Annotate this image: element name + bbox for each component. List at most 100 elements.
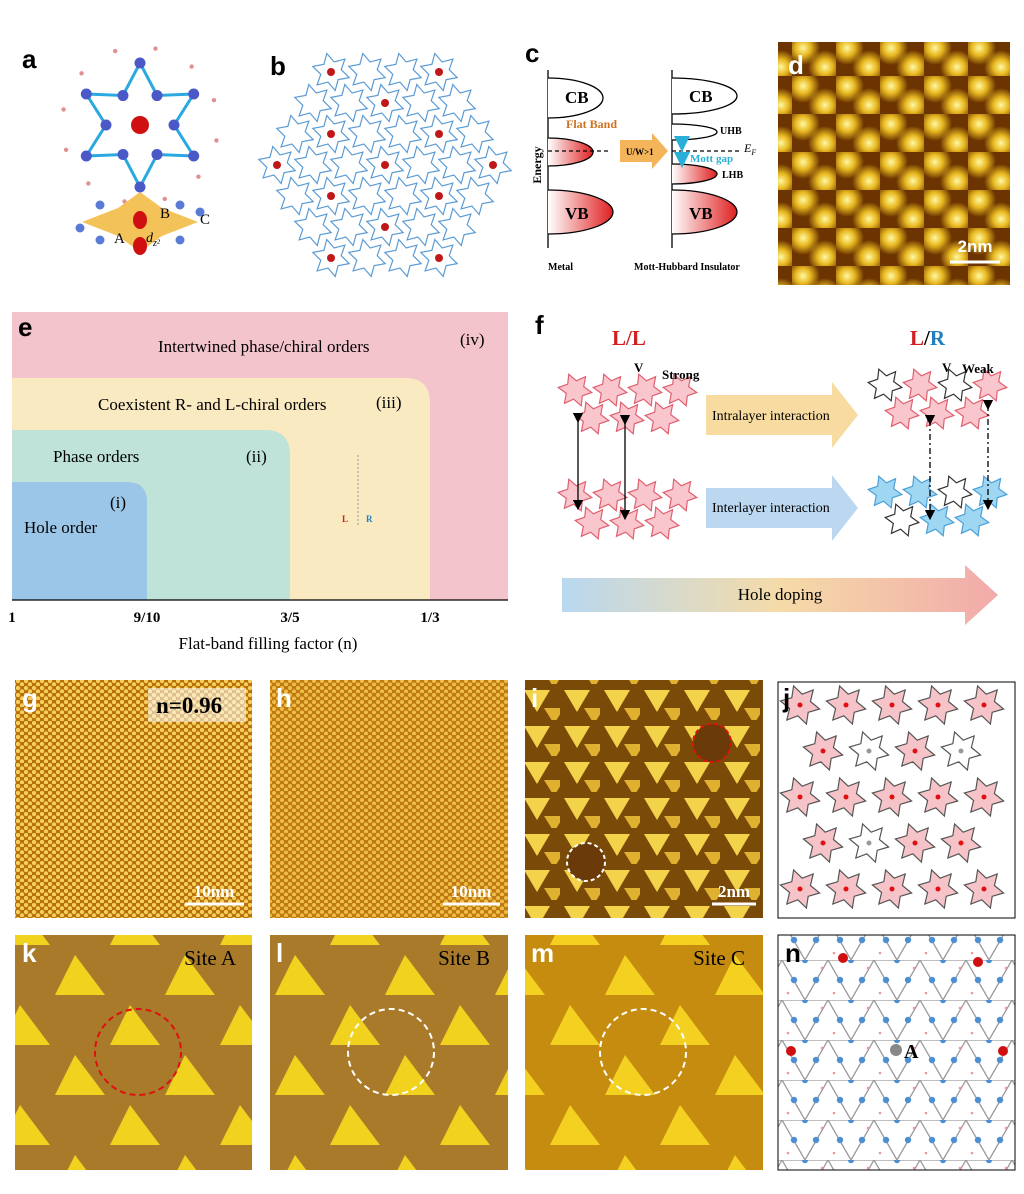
atom [175, 200, 185, 210]
arrow-label: Intralayer interaction [712, 409, 830, 424]
caption: Metal [548, 262, 573, 273]
star [329, 207, 369, 247]
site [843, 794, 849, 800]
panel-label: f [535, 310, 544, 340]
atom [327, 192, 335, 200]
star [883, 502, 921, 538]
atom [327, 68, 335, 76]
gap-label: Mott gap [690, 153, 733, 165]
panel-label: a [22, 44, 37, 74]
star [419, 238, 459, 278]
star [365, 83, 405, 123]
atom [63, 147, 69, 153]
site-label: Site C [693, 946, 745, 970]
site-marker [599, 1008, 687, 1096]
panel-label: l [276, 938, 283, 968]
site [797, 702, 803, 708]
atom [151, 90, 163, 102]
stacking-label: L/L [612, 326, 646, 350]
site [958, 840, 964, 846]
atom [195, 207, 205, 217]
stm-image [525, 935, 763, 1170]
atom [95, 200, 105, 210]
panel-label: d [788, 50, 804, 80]
interaction-arrows [572, 399, 994, 521]
strength-label: Weak [962, 361, 995, 376]
atom [168, 119, 180, 131]
stacking-label: L/R [910, 326, 946, 350]
star [953, 502, 991, 538]
star [608, 505, 646, 541]
orbital [133, 211, 147, 229]
star [401, 145, 441, 185]
arrow-label: U/W>1 [626, 147, 654, 157]
site [981, 886, 987, 892]
region-label: Coexistent R- and L-chiral orders [98, 395, 327, 414]
orbital [133, 237, 147, 255]
band-label: LHB [722, 170, 743, 181]
site [843, 886, 849, 892]
star [626, 477, 664, 513]
star [311, 176, 351, 216]
star [573, 400, 611, 436]
tick-label: 1 [8, 610, 16, 626]
atom [80, 88, 92, 100]
site-marker [94, 1008, 182, 1096]
band-diagram [547, 70, 740, 248]
site [912, 748, 918, 754]
star [661, 477, 699, 513]
star [347, 238, 387, 278]
star [626, 372, 664, 408]
arrow-label: Hole doping [738, 585, 823, 604]
panel-label: n [785, 938, 801, 968]
atom [435, 192, 443, 200]
defect-marker [566, 842, 606, 882]
star [311, 114, 351, 154]
star [347, 176, 387, 216]
star [556, 372, 594, 408]
atom [151, 148, 163, 160]
axis-label: Flat-band filling factor (n) [179, 634, 358, 653]
atom [162, 196, 168, 202]
axis-label: Energy [530, 146, 544, 183]
panel-label: b [270, 51, 286, 81]
star [643, 400, 681, 436]
site [820, 748, 826, 754]
atom [435, 130, 443, 138]
stm-image [778, 42, 1010, 285]
scale-label: 10nm [451, 882, 492, 901]
star [455, 176, 495, 216]
atom [134, 181, 146, 193]
atom [188, 150, 200, 162]
atom [134, 57, 146, 69]
site-marker [347, 1008, 435, 1096]
star [473, 145, 513, 185]
star [275, 114, 315, 154]
star [971, 474, 1009, 510]
atom [327, 130, 335, 138]
panel-label: e [18, 312, 32, 342]
arrow [706, 475, 858, 541]
atom [153, 46, 158, 51]
star [401, 83, 441, 123]
star [311, 52, 351, 92]
star [347, 52, 387, 92]
doping-arrow [562, 565, 998, 625]
atom [489, 161, 497, 169]
panel-label: c [525, 38, 539, 68]
chiral-label: R [366, 514, 373, 524]
atom [214, 138, 219, 143]
site [958, 748, 964, 754]
star [608, 400, 646, 436]
region-tag: (iv) [460, 330, 485, 349]
star [275, 176, 315, 216]
tick-label: 9/10 [134, 610, 161, 626]
star [419, 176, 459, 216]
v-label: V [942, 360, 952, 375]
atom [890, 1044, 902, 1056]
star [257, 145, 297, 185]
star [918, 395, 956, 431]
star [347, 114, 387, 154]
atom [381, 99, 389, 107]
star [643, 505, 681, 541]
